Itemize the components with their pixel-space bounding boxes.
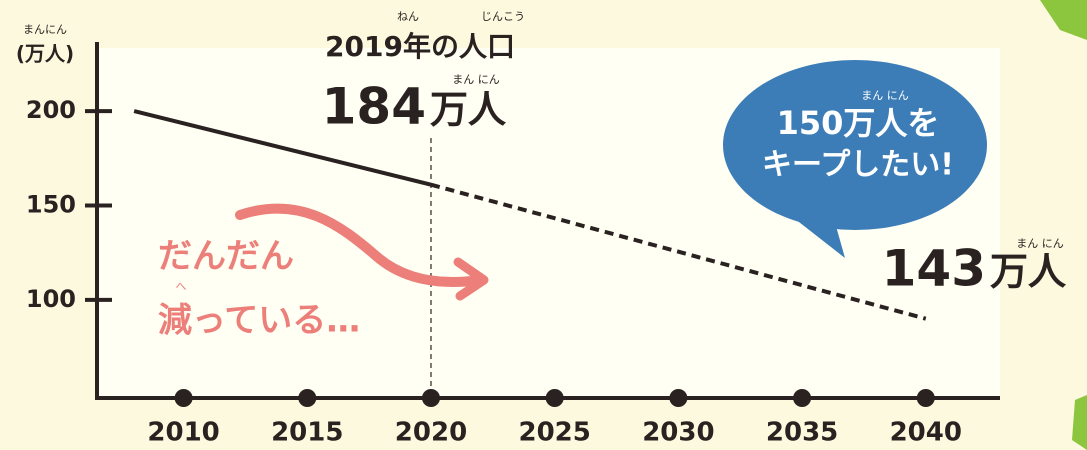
ruby: まん にん bbox=[452, 73, 500, 86]
y-axis-label: (万人) bbox=[16, 42, 74, 66]
speech-bubble bbox=[723, 60, 987, 230]
future-number: 143 bbox=[882, 240, 986, 298]
x-tick-dot bbox=[793, 389, 811, 407]
x-tick-dot bbox=[298, 389, 316, 407]
x-tick-dot bbox=[669, 389, 687, 407]
ruby: まん にん bbox=[1016, 237, 1064, 250]
x-tick-label: 2010 bbox=[147, 418, 219, 448]
ruby: ねん bbox=[397, 10, 419, 23]
x-tick-label: 2035 bbox=[766, 418, 838, 448]
y-tick-label: 200 bbox=[26, 96, 76, 124]
trend-text: だんだん bbox=[158, 237, 294, 277]
y-tick-label: 100 bbox=[26, 285, 76, 313]
trend-text: 減っている… bbox=[158, 301, 360, 341]
ruby: まん にん bbox=[861, 89, 909, 102]
x-tick-label: 2020 bbox=[395, 418, 467, 448]
x-tick-label: 2030 bbox=[642, 418, 714, 448]
x-tick-dot bbox=[175, 389, 193, 407]
y-tick-label: 150 bbox=[26, 190, 76, 218]
chart: まんにん (万人) 100 150 200 2010 2015 2020 2025 2030… bbox=[0, 0, 1087, 450]
current-unit: 万人 bbox=[430, 88, 507, 132]
ruby: じんこう bbox=[481, 10, 525, 23]
ruby: へ bbox=[176, 280, 187, 293]
page: 人口の推移 {"chart_data": { "type": "line", "… bbox=[0, 0, 1087, 450]
y-label-ruby: まんにん bbox=[23, 23, 67, 36]
body: まんにん (万人) 100 150 200 2010 2015 2020 2025 2030… bbox=[0, 0, 1087, 450]
x-tick-dot bbox=[546, 389, 564, 407]
bubble-text: キープしたい! bbox=[762, 148, 954, 183]
x-tick-label: 2040 bbox=[890, 418, 962, 448]
current-number: 184 bbox=[322, 78, 426, 136]
heading: 2019年の人口 bbox=[325, 30, 515, 63]
x-tick-label: 2025 bbox=[518, 418, 590, 448]
x-tick-dot bbox=[917, 389, 935, 407]
x-tick-label: 2015 bbox=[271, 418, 343, 448]
future-unit: 万人 bbox=[990, 250, 1067, 294]
bubble-text: 150万人を bbox=[777, 104, 940, 142]
x-tick-dot bbox=[422, 389, 440, 407]
